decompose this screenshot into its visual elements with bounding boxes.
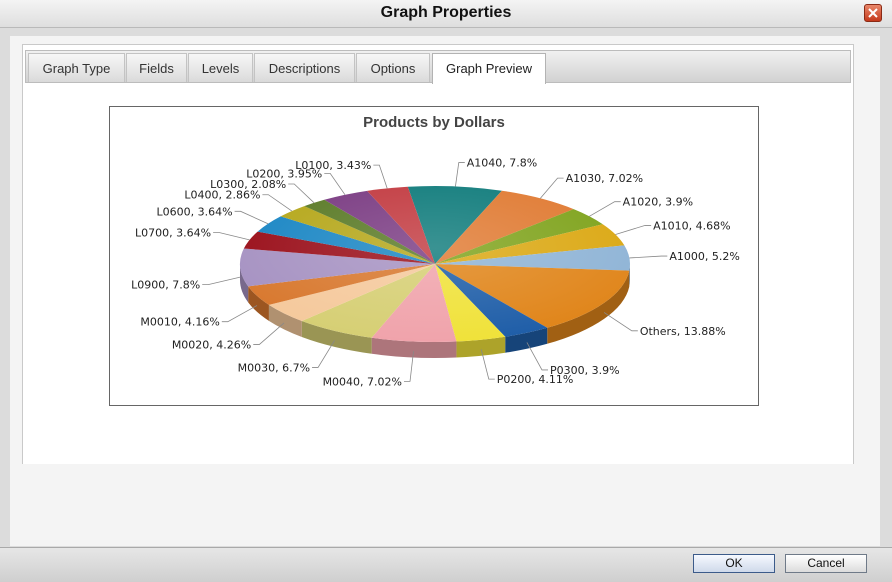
slice-label-l0700: L0700, 3.64% bbox=[135, 226, 211, 239]
slice-label-m0040: M0040, 7.02% bbox=[323, 375, 402, 388]
chart-preview: Products by Dollars A1040, 7.8% A1030, 7.… bbox=[109, 106, 759, 406]
slice-label-a1040: A1040, 7.8% bbox=[467, 157, 537, 170]
slice-label-a1030: A1030, 7.02% bbox=[566, 172, 643, 185]
tab-graph-type[interactable]: Graph Type bbox=[28, 53, 125, 82]
slice-label-a1020: A1020, 3.9% bbox=[623, 196, 693, 209]
cancel-button[interactable]: Cancel bbox=[785, 554, 867, 573]
slice-label-a1000: A1000, 5.2% bbox=[669, 250, 739, 263]
slice-label-l0400: L0400, 2.86% bbox=[184, 189, 260, 202]
ok-button[interactable]: OK bbox=[693, 554, 775, 573]
slice-label-p0200: P0200, 4.11% bbox=[497, 373, 574, 386]
leader-l0600 bbox=[234, 210, 269, 225]
leader-a1040 bbox=[455, 162, 465, 187]
leader-l0700 bbox=[213, 232, 250, 241]
pie-side-p0200 bbox=[456, 336, 506, 358]
slice-label-p0300: P0300, 3.9% bbox=[550, 364, 620, 377]
leader-m0010 bbox=[221, 305, 258, 323]
leader-a1030 bbox=[539, 177, 564, 199]
tab-levels[interactable]: Levels bbox=[188, 53, 253, 82]
tab-descriptions[interactable]: Descriptions bbox=[254, 53, 355, 82]
leader-m0020 bbox=[253, 322, 285, 345]
pie-side-m0040 bbox=[371, 337, 457, 358]
slice-label-l0300: L0300, 2.08% bbox=[210, 178, 286, 191]
slice-label-others: Others, 13.88% bbox=[640, 325, 726, 338]
leader-m0030 bbox=[312, 340, 335, 368]
slice-label-l0600: L0600, 3.64% bbox=[157, 205, 233, 218]
pie-side-m0030 bbox=[301, 320, 372, 354]
leader-p0300 bbox=[526, 342, 548, 371]
tab-fields[interactable]: Fields bbox=[126, 53, 187, 82]
close-button[interactable] bbox=[864, 4, 882, 22]
leader-l0100 bbox=[373, 164, 388, 189]
leader-p0200 bbox=[480, 349, 495, 380]
tab-options[interactable]: Options bbox=[356, 53, 430, 82]
leader-l0400 bbox=[262, 194, 293, 212]
pie-sides bbox=[240, 264, 630, 358]
slice-label-m0010: M0010, 4.16% bbox=[140, 316, 219, 329]
tab-graph-preview[interactable]: Graph Preview bbox=[432, 53, 546, 84]
leader-others bbox=[603, 312, 638, 332]
title-bar: Graph Properties bbox=[0, 0, 892, 28]
pie-side-m0020 bbox=[268, 304, 302, 337]
slice-label-l0900: L0900, 7.8% bbox=[131, 279, 200, 292]
leader-a1020 bbox=[589, 201, 621, 217]
slice-label-a1010: A1010, 4.68% bbox=[653, 219, 730, 232]
close-icon bbox=[868, 8, 878, 18]
slice-label-m0030: M0030, 6.7% bbox=[238, 361, 310, 374]
pie-chart: A1040, 7.8% A1030, 7.02% A1020, 3.9% A1010,… bbox=[131, 157, 740, 389]
pie-side-others bbox=[547, 270, 630, 344]
window-title: Graph Properties bbox=[380, 4, 512, 21]
pie-side-a1000 bbox=[629, 264, 630, 287]
slice-label-l0100: L0100, 3.43% bbox=[295, 159, 371, 172]
pie-side-p0300 bbox=[505, 327, 548, 353]
leader-a1010 bbox=[615, 225, 652, 235]
leader-m0040 bbox=[404, 351, 414, 382]
leader-a1000 bbox=[629, 255, 668, 259]
slice-label-l0200: L0200, 3.95% bbox=[246, 168, 322, 181]
pie-side-m0010 bbox=[248, 286, 269, 321]
leader-l0200 bbox=[324, 173, 346, 196]
leader-l0900 bbox=[202, 276, 241, 286]
chart-title: Products by Dollars bbox=[363, 114, 505, 131]
pie-side-l0900 bbox=[240, 264, 249, 303]
slice-label-m0020: M0020, 4.26% bbox=[172, 339, 251, 352]
leader-l0300 bbox=[288, 183, 315, 204]
